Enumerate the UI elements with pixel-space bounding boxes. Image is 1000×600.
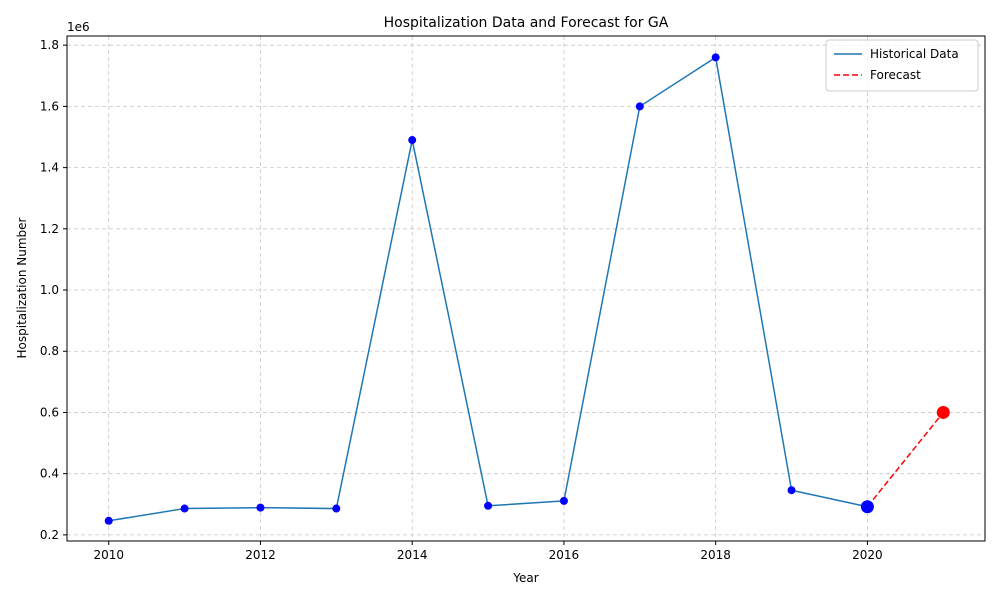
gridlines (67, 36, 985, 541)
highlight-point (936, 405, 950, 419)
series-lines (108, 56, 944, 522)
plot-frame (66, 35, 986, 542)
y-tick-label: 1.6 (40, 99, 59, 113)
data-point (104, 516, 113, 525)
series-line-0 (108, 56, 868, 522)
chart-title: Hospitalization Data and Forecast for GA (384, 15, 669, 31)
legend-forecast-label: Forecast (870, 68, 921, 82)
data-point (180, 504, 189, 513)
data-point (787, 486, 796, 495)
x-tick-label: 2014 (397, 548, 428, 562)
data-point (484, 501, 493, 510)
legend-historical-label: Historical Data (870, 47, 959, 61)
y-axis-label: Hospitalization Number (15, 217, 29, 358)
data-point (408, 136, 417, 145)
series-line-1 (866, 411, 944, 508)
x-tick-label: 2020 (852, 548, 883, 562)
data-point (635, 102, 644, 111)
x-axis-label: Year (512, 571, 538, 585)
highlight-point (860, 500, 874, 514)
data-points (104, 53, 950, 525)
data-point (256, 503, 265, 512)
y-tick-label: 0.8 (40, 344, 59, 358)
y-tick-label: 1.8 (40, 38, 59, 52)
x-tick-label: 2010 (93, 548, 124, 562)
y-tick-label: 0.4 (40, 467, 59, 481)
y-tick-label: 1.4 (40, 161, 59, 175)
y-tick-label: 1.0 (40, 283, 59, 297)
x-tick-label: 2018 (700, 548, 731, 562)
y-offset-label: 1e6 (67, 20, 90, 34)
x-tick-label: 2016 (549, 548, 580, 562)
x-tick-label: 2012 (245, 548, 276, 562)
y-tick-label: 0.2 (40, 528, 59, 542)
data-point (332, 504, 341, 513)
data-point (711, 53, 720, 62)
y-tick-label: 0.6 (40, 405, 59, 419)
data-point (559, 496, 568, 505)
y-axis-ticks: 0.2 0.4 0.6 0.8 1.0 1.2 1.4 1.6 1.8 (40, 38, 67, 542)
y-tick-label: 1.2 (40, 222, 59, 236)
x-axis-ticks: 2010 2012 2014 2016 2018 2020 (93, 541, 883, 562)
legend-box (825, 39, 979, 92)
legend: Historical Data Forecast (825, 39, 979, 92)
